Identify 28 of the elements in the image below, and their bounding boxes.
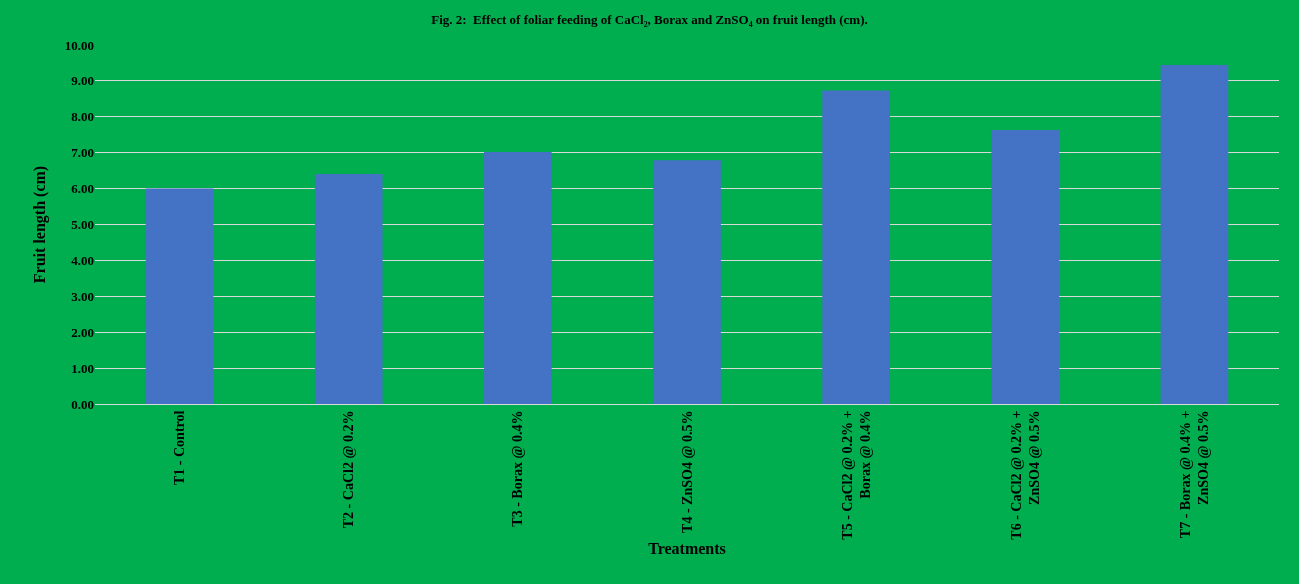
bar [484,151,552,404]
y-tick-label: 7.00 [71,145,94,161]
x-tick-label: T2 - CaCl2 @ 0.2% [341,410,357,529]
bar [822,90,890,404]
bar [314,173,383,404]
bar [145,188,214,404]
y-tick-label: 1.00 [71,360,94,376]
y-tick-label: 5.00 [71,217,94,233]
y-tick-label: 6.00 [71,181,94,197]
y-axis-title: Fruit length (cm) [30,165,49,284]
x-tick-label: T7 - Borax @ 0.4% + ZnSO4 @ 0.5% [1177,410,1212,539]
x-tick-label: T4 - ZnSO4 @ 0.5% [679,410,695,533]
y-tick-label: 10.00 [64,37,94,53]
y-tick-label: 8.00 [71,109,94,125]
y-tick-label: 2.00 [71,324,94,340]
y-tick-label: 3.00 [71,288,94,304]
x-tick-label: T5 - CaCl2 @ 0.2% + Borax @ 0.4% [839,410,873,540]
x-tick-label: T3 - Borax @ 0.4% [510,410,526,527]
y-tick-label: 0.00 [71,396,94,412]
x-axis-title: Treatments [648,540,726,558]
bar [1160,65,1229,404]
chart-title: Fig. 2: Effect of foliar feeding of CaCl₂, Borax and ZnSO₄ on fruit length (cm). [431,11,868,27]
y-tick-label: 9.00 [71,73,94,89]
bar [991,130,1060,404]
x-tick-label: T6 - CaCl2 @ 0.2% + ZnSO4 @ 0.5% [1008,410,1042,540]
x-tick-label: T1 - Control [172,410,188,486]
y-tick-label: 4.00 [71,252,94,268]
bar [653,160,721,404]
